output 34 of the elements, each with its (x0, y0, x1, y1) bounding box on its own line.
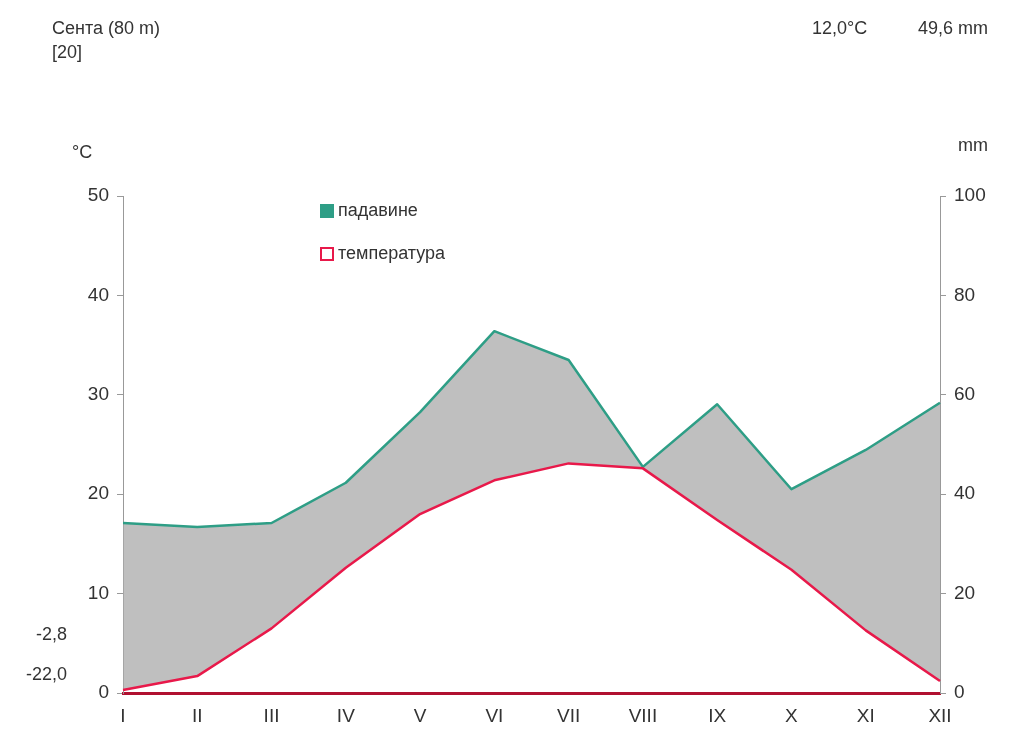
legend-label: падавине (338, 200, 418, 221)
y-tick-label: 20 (87, 482, 109, 504)
y2-tick-label: 20 (954, 581, 976, 603)
chart-title: Сента (80 m) (52, 18, 161, 39)
x-tick-label: VI (485, 704, 504, 726)
text: -22,0 (25, 664, 67, 685)
x-tick-label: IV (336, 704, 356, 726)
y2-tick-label: 40 (954, 482, 976, 504)
text: 12,0°C (812, 18, 868, 39)
y-tick-label: 50 (87, 184, 109, 206)
x-tick-label: VII (557, 704, 581, 726)
x-tick-label: III (263, 704, 280, 726)
x-tick-label: X (785, 704, 799, 726)
x-tick-label: V (413, 704, 427, 726)
x-tick-label: I (120, 704, 126, 726)
text: 49,6 mm (918, 18, 989, 39)
y2-tick-label: 80 (954, 283, 976, 305)
x-tick-label: XII (928, 704, 952, 726)
legend-label: температура (338, 243, 446, 264)
chart-subtitle: [20] (52, 42, 83, 63)
x-tick-label: II (191, 704, 203, 726)
text: -2,8 (35, 624, 67, 645)
y-tick-label: 10 (87, 581, 109, 603)
y-tick-label: 40 (87, 283, 109, 305)
y-tick-label: 30 (87, 383, 109, 405)
y2-tick-label: 100 (954, 184, 986, 206)
y2-tick-label: 60 (954, 383, 976, 405)
x-tick-label: VIII (628, 704, 658, 726)
y-tick-label: 0 (98, 681, 109, 703)
x-tick-label: XI (856, 704, 875, 726)
y2-axis-title: mm (958, 135, 988, 156)
x-tick-label: IX (708, 704, 727, 726)
y-axis-title: °C (72, 142, 93, 163)
y2-tick-label: 0 (954, 681, 965, 703)
